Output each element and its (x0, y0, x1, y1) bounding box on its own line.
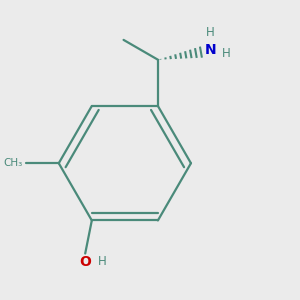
Text: H: H (206, 26, 215, 39)
Text: H: H (98, 255, 106, 268)
Text: O: O (79, 255, 91, 269)
Text: CH₃: CH₃ (4, 158, 23, 168)
Text: H: H (222, 47, 230, 60)
Text: N: N (205, 43, 217, 57)
